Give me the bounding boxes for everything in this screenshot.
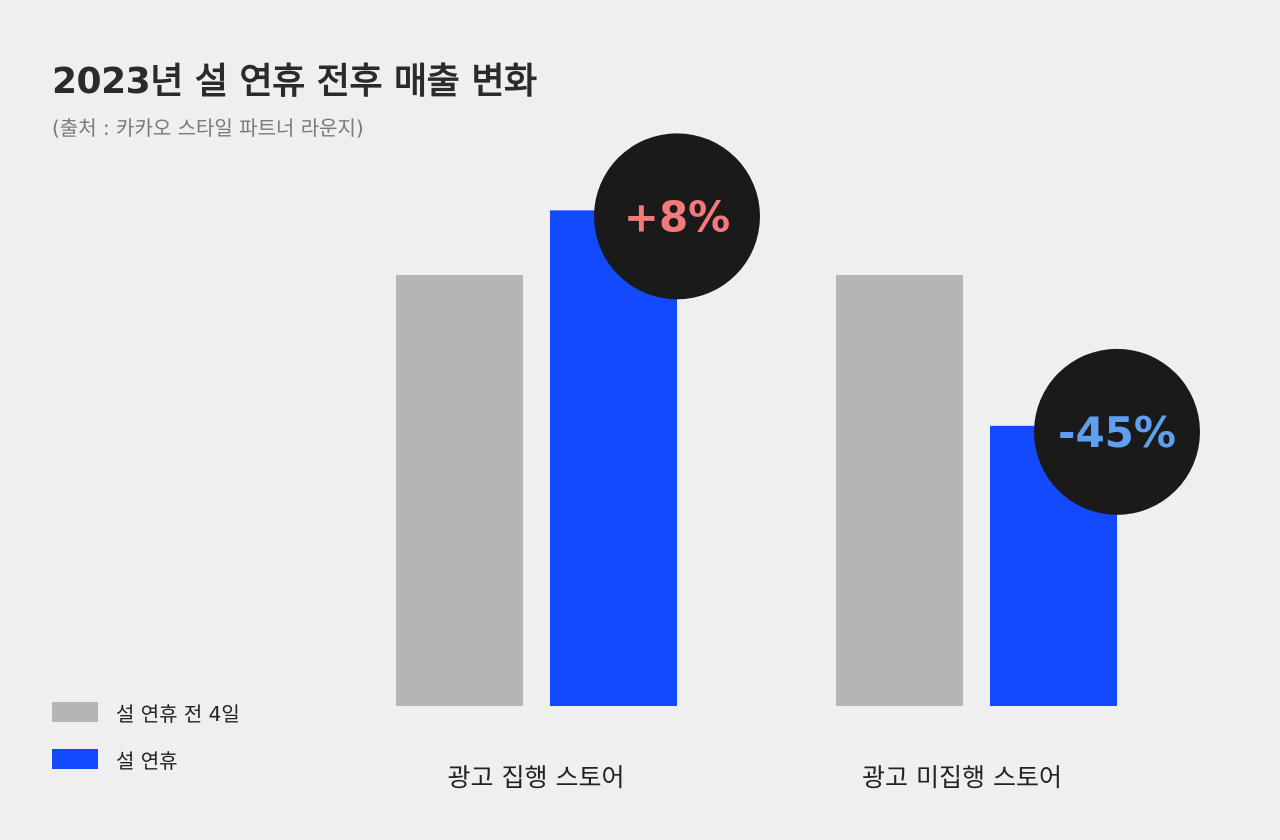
chart-title: 2023년 설 연휴 전후 매출 변화 (52, 61, 537, 102)
legend: 설 연휴 전 4일 설 연휴 (52, 700, 240, 794)
chart-subtitle: (출처 : 카카오 스타일 파트너 라운지) (52, 116, 364, 140)
x-tick-label-2: 광고 미집행 스토어 (862, 763, 1062, 792)
annotation-circle-1 (594, 133, 760, 300)
legend-swatch-during (52, 749, 98, 769)
legend-label-during: 설 연휴 (116, 748, 178, 773)
legend-label-before: 설 연휴 전 4일 (116, 701, 240, 726)
bar-before-2 (836, 275, 963, 706)
annotation-label-2: -45% (1058, 408, 1176, 457)
legend-item-before: 설 연휴 전 4일 (52, 700, 240, 726)
bar-before-1 (396, 275, 523, 706)
legend-swatch-before (52, 702, 98, 722)
x-tick-label-1: 광고 집행 스토어 (448, 763, 625, 792)
annotation-badge-2: -45% (1034, 348, 1200, 515)
annotation-badge-1: +8% (594, 133, 760, 300)
annotation-label-1: +8% (624, 192, 731, 241)
legend-item-during: 설 연휴 (52, 747, 240, 773)
annotation-circle-2 (1034, 348, 1200, 515)
